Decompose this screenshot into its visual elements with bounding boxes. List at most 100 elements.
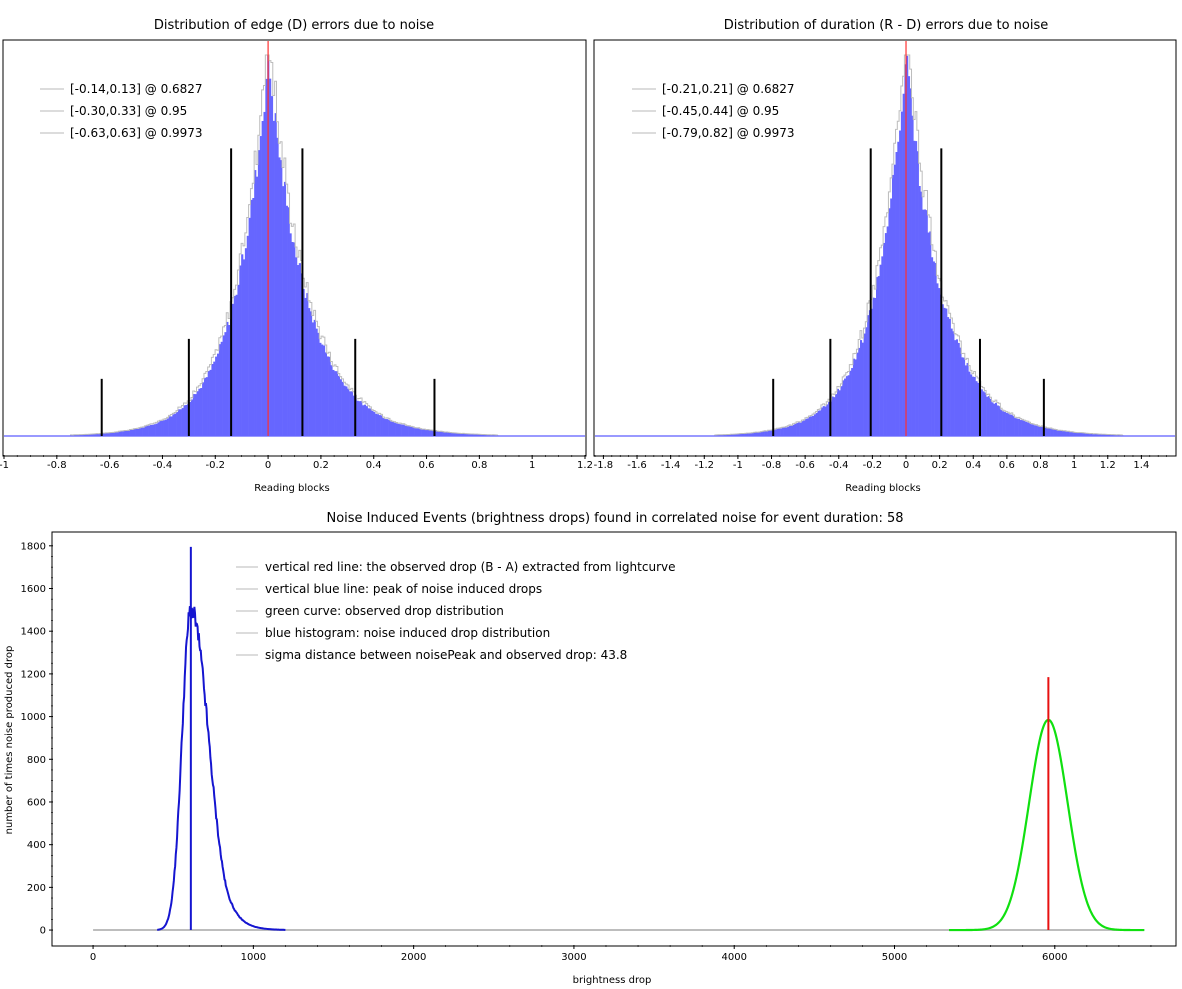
histogram-bar [1106, 434, 1109, 436]
histogram-bar [845, 376, 848, 436]
histogram-bar [980, 389, 983, 436]
histogram-bar [269, 78, 272, 437]
histogram-bar [785, 427, 788, 436]
histogram-bar [86, 434, 89, 436]
histogram-bar [350, 391, 354, 436]
histogram-bar [1103, 434, 1106, 436]
histogram-bar [393, 422, 396, 436]
histogram-bar [397, 423, 400, 436]
histogram-bar [872, 297, 875, 436]
histogram-bar [861, 342, 864, 436]
x-tick-label: -1.2 [695, 460, 715, 471]
histogram-bar [246, 235, 249, 436]
histogram-bar [375, 413, 378, 436]
histogram-bar [890, 198, 893, 436]
histogram-bar [296, 265, 300, 436]
histogram-bar [1099, 434, 1102, 436]
histogram-bar [209, 369, 212, 436]
plot-area [93, 546, 1145, 932]
histogram-bar [261, 120, 264, 437]
histogram-bar [466, 433, 469, 436]
histogram-bar [120, 431, 123, 436]
histogram-bar [105, 433, 108, 436]
histogram-bar [157, 422, 160, 436]
histogram-bar [796, 423, 799, 436]
histogram-bar [881, 256, 884, 436]
histogram-bar [192, 394, 195, 436]
histogram-bar [490, 434, 493, 436]
histogram-bar [719, 434, 722, 436]
histogram-bar [471, 434, 474, 436]
histogram-bar [733, 434, 736, 436]
histogram-bar [226, 321, 229, 436]
histogram-bar [216, 353, 220, 436]
x-tick-label: -0.2 [863, 460, 883, 471]
histogram-bar [174, 413, 177, 436]
histogram-bar [716, 434, 719, 436]
x-tick-label: 1.4 [1133, 460, 1149, 471]
legend-entry: sigma distance between noisePeak and obs… [265, 648, 627, 662]
histogram-bar [794, 423, 797, 436]
legend-entry: [-0.21,0.21] @ 0.6827 [662, 82, 795, 96]
histogram-bar [970, 374, 973, 436]
histogram-bar [233, 295, 236, 436]
x-tick-label: -1 [733, 460, 743, 471]
histogram-bar [492, 434, 495, 436]
histogram-bar [923, 209, 927, 436]
legend: [-0.14,0.13] @ 0.6827 [-0.30,0.33] @ 0.9… [40, 82, 203, 140]
histogram-bar [918, 186, 921, 436]
histogram-bar [315, 328, 318, 436]
histogram-bar [356, 400, 359, 436]
histogram-bar [1010, 414, 1014, 436]
histogram-bar [380, 415, 383, 436]
histogram-bar [982, 391, 985, 436]
histogram-bar [469, 434, 473, 436]
histogram-bar [920, 191, 923, 436]
histogram-bar [739, 433, 742, 436]
histogram-bar [797, 422, 800, 436]
histogram-bar [1092, 433, 1095, 436]
histogram-bar [950, 328, 953, 436]
histogram-bar [966, 362, 969, 436]
chart-title: Distribution of edge (D) errors due to n… [154, 18, 434, 33]
histogram-bar [389, 421, 393, 436]
x-tick-label: -0.8 [762, 460, 782, 471]
histogram-bar [306, 293, 309, 436]
chart-title: Distribution of duration (R - D) errors … [724, 18, 1049, 33]
histogram-bar [849, 370, 852, 436]
y-tick-label: 800 [27, 755, 46, 766]
histogram-bar [1090, 433, 1093, 436]
histogram-bar [820, 407, 824, 436]
histogram-bar [442, 431, 445, 436]
histogram-bar [961, 357, 964, 436]
histogram-bar [1073, 432, 1076, 436]
histogram-bar [975, 381, 978, 436]
histogram-bar [986, 396, 989, 436]
histogram-bar [447, 432, 450, 436]
histogram-bar [494, 434, 497, 436]
histogram-bar [812, 415, 815, 436]
histogram-bar [183, 405, 186, 436]
histogram-bar [948, 318, 951, 436]
histogram-bar [1071, 432, 1074, 436]
histogram-bar [756, 432, 760, 436]
histogram-bar [1046, 428, 1049, 436]
histogram-bar [1019, 420, 1022, 436]
histogram-bar [838, 390, 841, 436]
histogram-bar [1080, 432, 1083, 436]
histogram-bar [123, 431, 127, 436]
histogram-bar [460, 433, 463, 436]
histogram-bar [203, 377, 207, 436]
histogram-bar [453, 433, 456, 436]
histogram-bar [317, 332, 320, 436]
histogram-bar [278, 157, 281, 436]
histogram-bar [810, 416, 813, 436]
histogram-bar [81, 434, 84, 436]
x-tick-label: 0.2 [932, 460, 948, 471]
histogram-bar [1018, 418, 1021, 436]
histogram-bar [276, 137, 279, 436]
histogram-bar [274, 113, 277, 436]
histogram-bar [118, 431, 121, 436]
x-tick-label: 0 [90, 952, 96, 963]
